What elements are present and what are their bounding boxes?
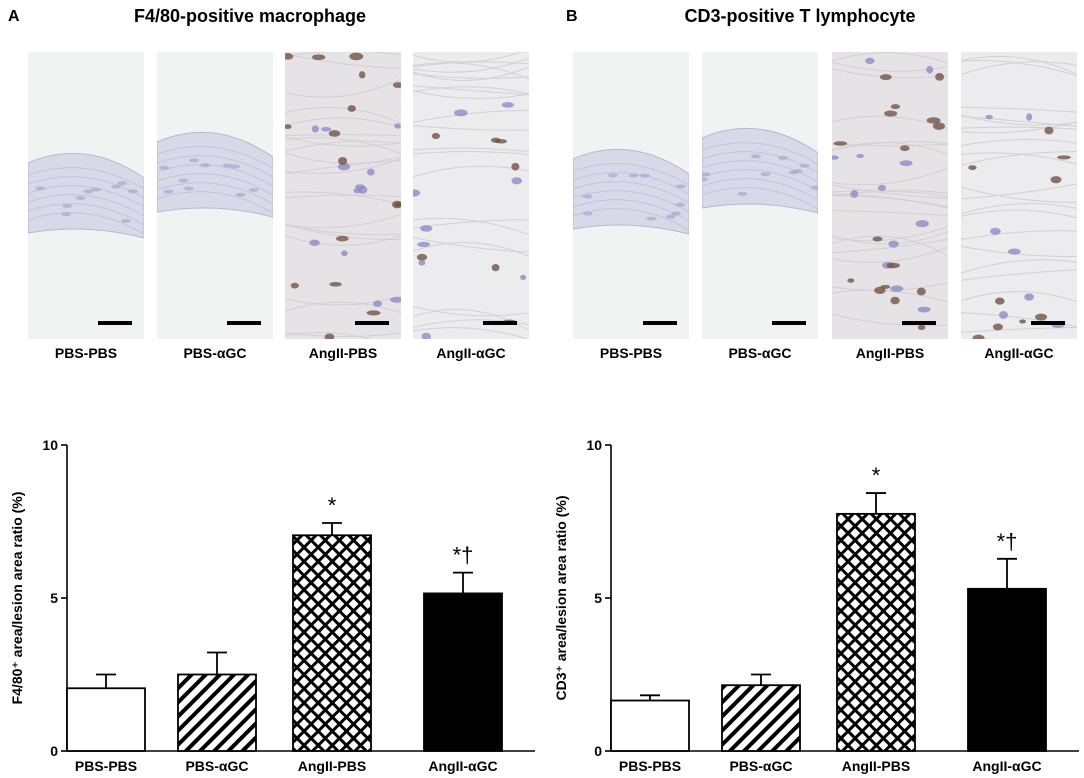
micrograph-a-4 [413,52,529,339]
micrograph-a-2-label: PBS-αGC [183,345,247,361]
micrograph-b-2 [702,52,818,339]
tissue-texture [157,52,273,339]
tissue-texture [573,52,689,339]
y-tick-label: 5 [50,590,58,606]
x-tick-label: AngII-PBS [842,758,910,774]
x-tick-label: AngII-PBS [298,758,366,774]
micrograph-a-4-label: AngII-αGC [436,345,506,361]
x-tick-label: PBS-PBS [75,758,137,774]
bar-PBS-αGC [177,673,257,752]
scale-bar [902,321,936,325]
micrograph-b-3-label: AngII-PBS [855,345,925,361]
panel-a-title: F4/80-positive macrophage [133,6,367,26]
scale-bar [355,321,389,325]
significance-annotation: *† [997,529,1018,554]
bar-PBS-PBS [610,699,690,752]
y-tick-label: 10 [42,437,58,453]
tissue-texture [832,52,948,339]
micrograph-b-4-label: AngII-αGC [984,345,1054,361]
scale-bar [772,321,806,325]
bar-AngII-αGC [423,592,503,752]
micrograph-b-2-label: PBS-αGC [728,345,792,361]
y-axis-label-cd3: CD3⁺ area/lesion area ratio (%) [553,495,569,700]
bar-AngII-PBS [292,534,372,752]
significance-annotation: * [872,463,881,488]
significance-annotation: *† [453,543,474,568]
micrograph-a-3-label: AngII-PBS [308,345,378,361]
tissue-texture [285,52,401,339]
scale-bar [483,321,517,325]
x-tick-label: PBS-αGC [729,758,792,774]
tissue-texture [961,52,1077,339]
scale-bar [98,321,132,325]
micrograph-b-1-label: PBS-PBS [599,345,663,361]
scale-bar [227,321,261,325]
micrograph-a-1-label: PBS-PBS [54,345,118,361]
micrograph-a-2 [157,52,273,339]
y-tick-label: 0 [594,743,602,759]
scale-bar [1031,321,1065,325]
bar-AngII-αGC [967,587,1047,752]
y-axis-label-f480: F4/80⁺ area/lesion area ratio (%) [9,492,25,705]
x-tick-label: AngII-αGC [972,758,1041,774]
y-tick-label: 5 [594,590,602,606]
micrograph-a-1 [28,52,144,339]
tissue-texture [28,52,144,339]
micrograph-b-4 [961,52,1077,339]
x-tick-label: PBS-αGC [185,758,248,774]
bar-PBS-αGC [721,684,801,752]
micrograph-b-3 [832,52,948,339]
y-tick-label: 10 [586,437,602,453]
tissue-texture [413,52,529,339]
scale-bar [643,321,677,325]
tissue-texture [702,52,818,339]
micrograph-b-1 [573,52,689,339]
significance-annotation: * [328,493,337,518]
panel-b-letter: B [566,8,578,25]
bar-PBS-PBS [66,687,146,752]
x-tick-label: AngII-αGC [428,758,497,774]
panel-a-letter: A [8,8,20,25]
y-tick-label: 0 [50,743,58,759]
bar-chart-f480: 0 5 10 F4/80⁺ area/lesion area ratio (%) PBS… [9,437,535,774]
bar-AngII-PBS [836,512,916,752]
x-tick-label: PBS-PBS [619,758,681,774]
panel-b-title: CD3-positive T lymphocyte [684,6,916,26]
bar-chart-cd3: 0 5 10 CD3⁺ area/lesion area ratio (%) PBS-P… [553,437,1079,774]
micrograph-a-3 [285,52,401,339]
